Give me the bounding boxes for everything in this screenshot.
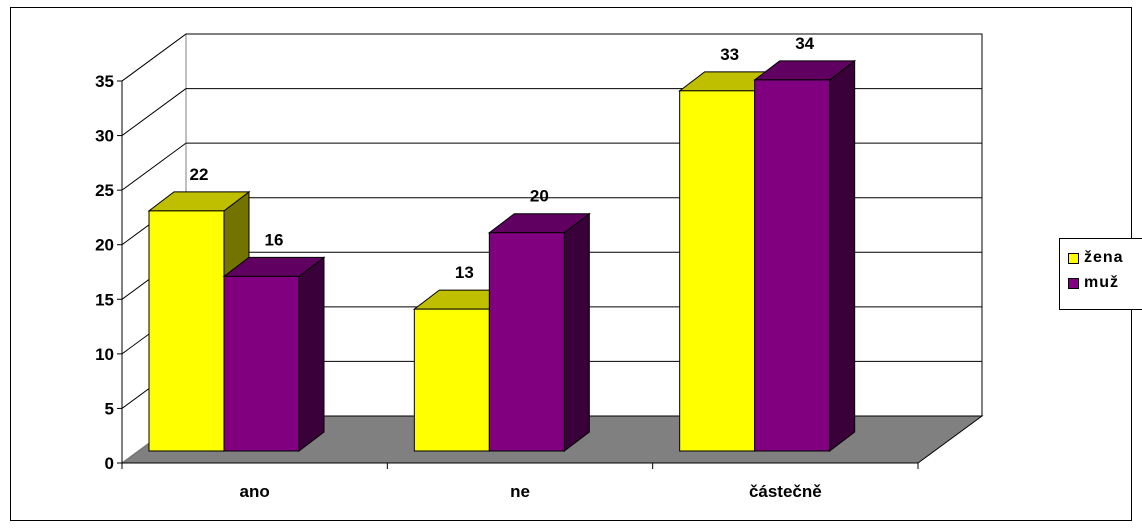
y-tick-label: 20 xyxy=(95,236,114,255)
legend-swatch-muz xyxy=(1068,277,1079,289)
gridline-side xyxy=(121,88,187,136)
data-label: 33 xyxy=(720,45,739,64)
bar xyxy=(679,90,756,452)
y-tick-label: 25 xyxy=(95,181,114,200)
data-label: 20 xyxy=(530,187,549,206)
data-label: 16 xyxy=(265,230,284,249)
chart-legend: žena muž xyxy=(1059,238,1142,310)
data-label: 13 xyxy=(455,263,474,282)
legend-swatch-zena xyxy=(1068,252,1079,264)
y-tick-label: 35 xyxy=(95,72,114,91)
bar xyxy=(223,275,300,452)
data-label: 22 xyxy=(190,165,209,184)
x-tick-label: částečně xyxy=(749,482,822,501)
bar xyxy=(488,232,565,452)
legend-item-muz: muž xyxy=(1068,274,1119,292)
bar-side xyxy=(563,212,590,453)
bar-side xyxy=(829,59,856,453)
y-tick-label: 0 xyxy=(105,454,114,473)
legend-label-zena: žena xyxy=(1084,249,1124,266)
legend-label-muz: muž xyxy=(1084,274,1119,291)
y-tick-label: 5 xyxy=(105,399,114,418)
x-tick-label: ano xyxy=(240,482,270,501)
legend-item-zena: žena xyxy=(1068,249,1124,267)
y-tick-label: 15 xyxy=(95,290,114,309)
gridline-side xyxy=(121,142,187,191)
data-label: 34 xyxy=(795,34,814,53)
x-tick-label: ne xyxy=(510,482,530,501)
y-tick-label: 30 xyxy=(95,127,114,146)
bar-side xyxy=(298,256,325,453)
bar xyxy=(413,308,490,452)
bar xyxy=(148,210,225,452)
gridline-side xyxy=(121,33,187,82)
y-tick-label: 10 xyxy=(95,345,114,364)
bar xyxy=(754,79,831,452)
